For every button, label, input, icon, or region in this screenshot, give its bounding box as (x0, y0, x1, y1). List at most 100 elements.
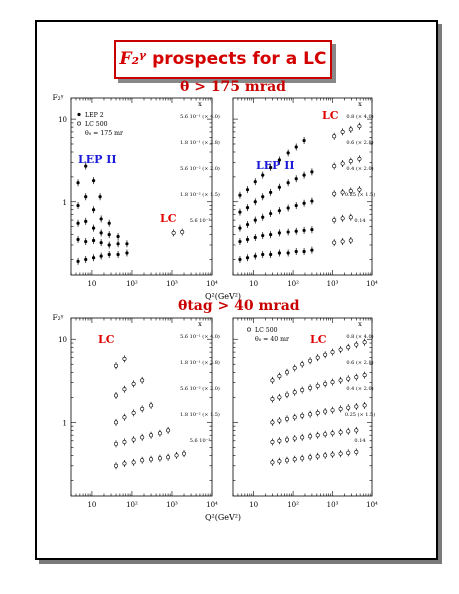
section-label-theta-tag-40: θtag > 40 mrad (178, 298, 300, 314)
top-right-data-point (261, 173, 265, 177)
top-right-data-point (261, 252, 265, 257)
top-right-data-point (253, 180, 257, 184)
top-right-x-tick-label: 10³ (327, 280, 339, 288)
bottom-left-x-tick-label: 10⁴ (206, 501, 218, 509)
top-left-data-point (76, 221, 80, 225)
top-right-data-point (238, 239, 242, 244)
top-right-data-point (253, 254, 257, 258)
bottom-right-data-point (362, 340, 367, 345)
bottom-left-panel-label: LC (98, 333, 115, 346)
bottom-right-legend-marker (247, 327, 252, 332)
top-right-data-point (340, 190, 345, 195)
bottom-right-data-point (292, 457, 297, 462)
top-right-data-point (269, 165, 273, 170)
bottom-right-data-point (300, 387, 305, 392)
bottom-right-x-column-entry: 0.14 (354, 438, 365, 444)
bottom-left-data-point (149, 433, 154, 438)
top-left-y-tick-label: 1 (63, 199, 67, 207)
bottom-right-data-point (284, 458, 289, 463)
top-right-data-point (348, 188, 353, 193)
bottom-left-data-point (182, 451, 187, 456)
bottom-right-data-point (346, 376, 351, 381)
top-left-x-column-header: x (198, 100, 202, 108)
top-right-data-point (261, 215, 265, 219)
top-left-data-point (76, 181, 80, 185)
top-right-x-column-entry: 0.8 (× 4.0) (346, 113, 373, 120)
bottom-right-data-point (308, 385, 313, 390)
bottom-right-data-point (354, 342, 359, 347)
top-right-data-point (238, 226, 242, 230)
bottom-right-data-point (315, 355, 320, 360)
top-right-panel-label: LEP II (256, 159, 295, 172)
bottom-right-data-point (270, 440, 275, 445)
top-left-data-point (76, 259, 80, 263)
bottom-right-data-point (284, 416, 289, 421)
bottom-right-x-axis-label: Q²(GeV²) (205, 513, 241, 522)
section-label-theta-175: θ > 175 mrad (180, 79, 286, 95)
top-left-data-point (116, 252, 120, 257)
bottom-right-x-column-entry: 0.6 (× 2.8) (346, 359, 373, 366)
bottom-right-data-point (338, 406, 343, 411)
top-right-data-point (269, 252, 273, 257)
bottom-left-data-point (122, 440, 127, 445)
bottom-left-data-point (149, 403, 154, 408)
top-right-data-point (269, 233, 273, 237)
top-right-x-column-entry: 0.6 (× 2.8) (346, 139, 373, 146)
bottom-left-data-point (114, 441, 119, 446)
top-left-data-point (84, 257, 88, 262)
bottom-right-data-point (277, 418, 282, 423)
title-box: F₂ᵞ prospects for a LC (114, 40, 332, 79)
bottom-left-y-axis-label: F₂ᵞ (52, 313, 63, 322)
top-right-data-point (261, 233, 265, 238)
top-right-data-point (340, 239, 345, 244)
top-left-legend-entry: LEP 2 (85, 112, 104, 119)
bottom-right-panel-label: LC (310, 333, 327, 346)
title-text: prospects for a LC (152, 49, 327, 69)
top-left-data-point (180, 230, 185, 235)
bottom-right-legend-entry: LC 500 (255, 327, 278, 334)
bottom-left-x-column-entry: 1.8 10⁻¹ (× 2.8) (180, 359, 220, 366)
bottom-left-data-point (122, 356, 127, 361)
top-left-data-point (125, 251, 129, 255)
top-left-data-point (84, 219, 88, 223)
bottom-right-data-point (338, 451, 343, 456)
top-right-x-column-entry: 0.4 (× 2.0) (346, 165, 373, 172)
bottom-right-data-point (330, 431, 335, 436)
bottom-right-data-point (354, 428, 359, 433)
bottom-right-data-point (323, 409, 328, 414)
bottom-right-data-point (270, 460, 275, 465)
top-left-x-tick-label: 10³ (166, 280, 178, 288)
bottom-left-data-point (131, 460, 136, 465)
top-right-data-point (286, 151, 290, 155)
top-right-data-point (294, 177, 298, 181)
top-right-data-point (348, 159, 353, 164)
top-right-data-point (302, 201, 306, 205)
top-left-x-tick-label: 10 (87, 280, 96, 288)
top-right-data-point (277, 231, 282, 235)
bottom-right-data-point (292, 366, 297, 371)
bottom-left-data-point (114, 363, 119, 368)
bottom-right-data-point (277, 395, 282, 400)
top-right-data-point (238, 257, 242, 262)
top-right-data-point (294, 203, 298, 208)
top-left-data-point (76, 203, 80, 208)
top-right-data-point (286, 230, 290, 234)
bottom-right-x-tick-label: 10 (249, 501, 258, 509)
top-left-data-point (91, 256, 96, 260)
top-right-data-point (302, 249, 306, 254)
bottom-left-x-column-entry: 1.8 10⁻² (× 1.5) (180, 411, 220, 418)
top-right-data-point (332, 164, 337, 169)
top-left-data-point (99, 231, 103, 235)
top-right-data-point (294, 229, 298, 233)
bottom-right-data-point (346, 345, 351, 350)
bottom-left-data-point (122, 461, 127, 466)
bottom-right-data-point (300, 456, 305, 461)
bottom-left-y-tick-label: 1 (63, 419, 67, 427)
top-right-x-axis-label: Q²(GeV²) (205, 292, 241, 301)
top-right-data-point (238, 210, 242, 214)
top-right-x-tick-label: 10² (287, 280, 299, 288)
bottom-right-data-point (315, 383, 320, 388)
bottom-left-data-point (114, 463, 119, 468)
bottom-right-data-point (270, 420, 275, 425)
